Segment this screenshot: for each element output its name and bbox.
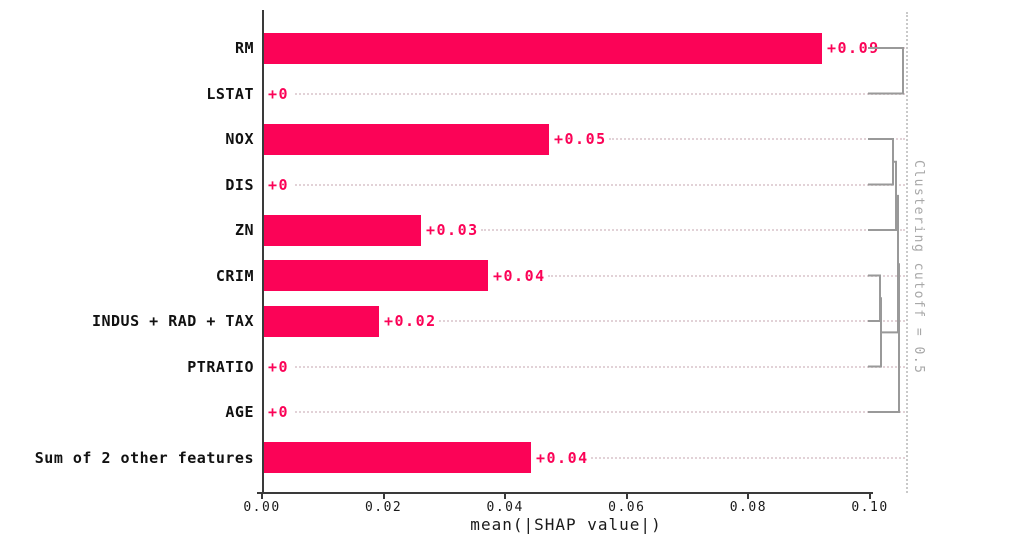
bar-value-label: +0.02 (384, 312, 437, 330)
y-axis-label: LSTAT (206, 84, 254, 103)
y-axis-label: ZN (234, 221, 254, 239)
x-tick (747, 493, 750, 499)
y-axis-label: CRIM (215, 266, 254, 285)
row-gridline (294, 92, 905, 95)
bar-value-label: +0 (268, 403, 290, 421)
bar-value-label: +0 (268, 175, 290, 194)
x-tick-label: 0.02 (364, 500, 403, 515)
row-gridline (294, 411, 905, 413)
y-axis-label: AGE (225, 403, 254, 421)
clustering-cutoff-label: Clustering cutoff = 0.5 (911, 160, 926, 375)
dendrogram-branch (868, 138, 894, 186)
y-axis-label: RM (234, 39, 254, 57)
x-tick (261, 493, 263, 499)
clustering-cutoff-line (906, 12, 908, 493)
x-axis-title: mean(|SHAP value|) (470, 515, 662, 534)
bar (263, 260, 488, 291)
y-axis-label: PTRATIO (187, 357, 254, 376)
y-axis-label: DIS (225, 175, 254, 194)
bar-value-label: +0 (268, 84, 290, 103)
bar (263, 305, 379, 337)
x-tick-label: 0.00 (243, 500, 281, 515)
dendrogram-branch (868, 297, 882, 368)
bar-value-label: +0.04 (493, 266, 546, 285)
dendrogram-branch (868, 160, 897, 231)
bar (263, 123, 549, 155)
row-gridline (590, 456, 905, 459)
x-tick-label: 0.10 (851, 500, 889, 515)
bar-value-label: +0.03 (426, 221, 479, 239)
y-axis-label: INDUS + RAD + TAX (91, 312, 254, 330)
y-axis-label: NOX (225, 130, 254, 148)
row-gridline (881, 47, 905, 49)
x-axis-line (257, 492, 873, 494)
y-axis-line (262, 10, 264, 493)
x-tick-label: 0.04 (486, 500, 524, 515)
bar-value-label: +0 (268, 357, 290, 376)
x-tick (382, 493, 385, 499)
bar-value-label: +0.09 (827, 39, 880, 57)
row-gridline (608, 138, 905, 140)
dendrogram-branch (881, 194, 899, 334)
bar (263, 214, 421, 246)
x-tick (625, 493, 628, 499)
y-axis-label: Sum of 2 other features (34, 448, 254, 467)
x-tick (869, 493, 871, 499)
bar (263, 442, 531, 473)
row-gridline (294, 183, 905, 186)
row-gridline (294, 365, 905, 368)
bar-value-label: +0.04 (536, 448, 589, 467)
bar-value-label: +0.05 (554, 130, 607, 148)
x-tick (504, 493, 507, 499)
dendrogram-branch (868, 274, 881, 322)
row-gridline (547, 274, 905, 277)
row-gridline (480, 229, 905, 231)
bar (263, 32, 822, 64)
x-tick-label: 0.08 (729, 500, 768, 515)
row-gridline (438, 320, 905, 322)
dendrogram-branch (868, 263, 900, 413)
x-tick-label: 0.06 (608, 500, 646, 515)
